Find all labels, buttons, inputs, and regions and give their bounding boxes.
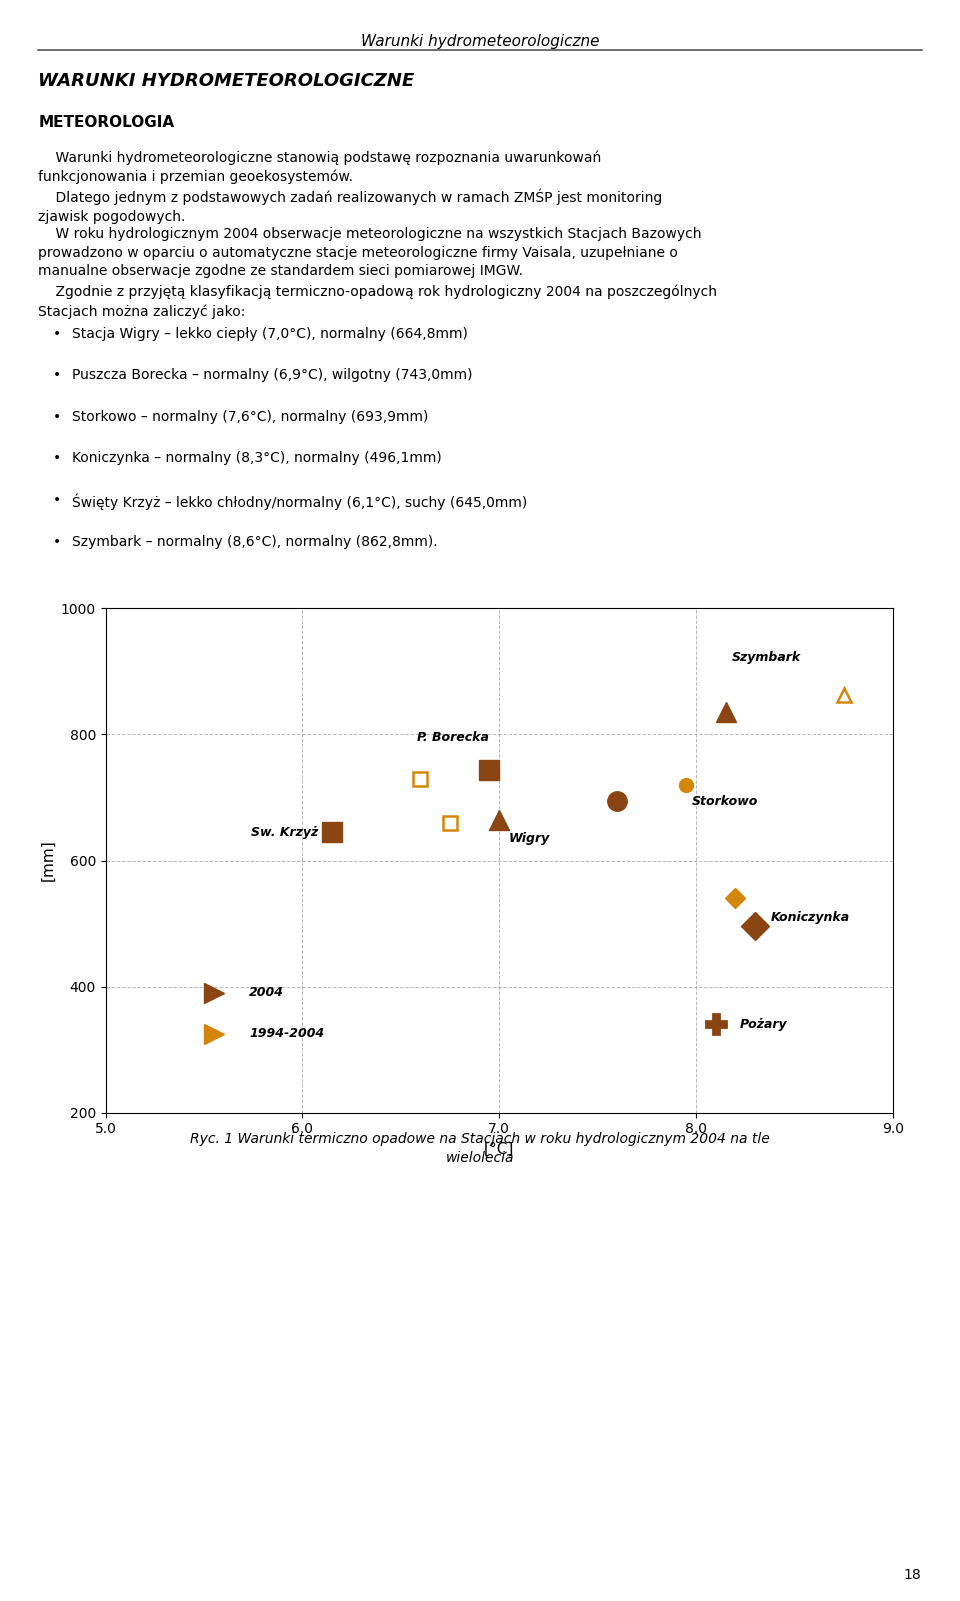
- Text: Ryc. 1 Warunki termiczno opadowe na Stacjach w roku hydrologicznym 2004 na tle
w: Ryc. 1 Warunki termiczno opadowe na Stac…: [190, 1132, 770, 1166]
- Text: Szymbark: Szymbark: [732, 652, 801, 664]
- Text: Warunki hydrometeorologiczne stanowią podstawę rozpoznania uwarunkowań
funkcjono: Warunki hydrometeorologiczne stanowią po…: [38, 150, 602, 184]
- Text: W roku hydrologicznym 2004 obserwacje meteorologiczne na wszystkich Stacjach Baz: W roku hydrologicznym 2004 obserwacje me…: [38, 227, 702, 279]
- Text: Storkowo: Storkowo: [692, 796, 758, 809]
- Text: Sw. Krzyż: Sw. Krzyż: [251, 826, 318, 839]
- Text: Warunki hydrometeorologiczne: Warunki hydrometeorologiczne: [361, 34, 599, 50]
- Text: Zgodnie z przyjętą klasyfikacją termiczno-opadową rok hydrologiczny 2004 na posz: Zgodnie z przyjętą klasyfikacją termiczn…: [38, 285, 717, 319]
- Text: Szymbark – normalny (8,6°C), normalny (862,8mm).: Szymbark – normalny (8,6°C), normalny (8…: [72, 535, 438, 549]
- Text: 1994-2004: 1994-2004: [250, 1028, 324, 1041]
- Text: •: •: [53, 535, 61, 549]
- Text: 18: 18: [904, 1567, 922, 1582]
- Text: METEOROLOGIA: METEOROLOGIA: [38, 115, 175, 130]
- Text: Koniczynka: Koniczynka: [771, 911, 850, 924]
- Text: Pożary: Pożary: [739, 1018, 787, 1031]
- X-axis label: [°C]: [°C]: [484, 1142, 515, 1158]
- Text: •: •: [53, 327, 61, 341]
- Text: Wigry: Wigry: [509, 833, 550, 845]
- Text: Storkowo – normalny (7,6°C), normalny (693,9mm): Storkowo – normalny (7,6°C), normalny (6…: [72, 410, 428, 424]
- Text: Dlatego jednym z podstawowych zadań realizowanych w ramach ZMŚP jest monitoring
: Dlatego jednym z podstawowych zadań real…: [38, 189, 662, 224]
- Text: Puszcza Borecka – normalny (6,9°C), wilgotny (743,0mm): Puszcza Borecka – normalny (6,9°C), wilg…: [72, 368, 472, 383]
- Text: P. Borecka: P. Borecka: [417, 732, 489, 744]
- Text: Stacja Wigry – lekko ciepły (7,0°C), normalny (664,8mm): Stacja Wigry – lekko ciepły (7,0°C), nor…: [72, 327, 468, 341]
- Text: Koniczynka – normalny (8,3°C), normalny (496,1mm): Koniczynka – normalny (8,3°C), normalny …: [72, 451, 442, 466]
- Text: •: •: [53, 451, 61, 466]
- Text: 2004: 2004: [250, 986, 284, 999]
- Text: Święty Krzyż – lekko chłodny/normalny (6,1°C), suchy (645,0mm): Święty Krzyż – lekko chłodny/normalny (6…: [72, 493, 527, 509]
- Text: WARUNKI HYDROMETEOROLOGICZNE: WARUNKI HYDROMETEOROLOGICZNE: [38, 72, 415, 90]
- Text: •: •: [53, 368, 61, 383]
- Y-axis label: [mm]: [mm]: [40, 839, 55, 882]
- Text: •: •: [53, 410, 61, 424]
- Text: •: •: [53, 493, 61, 508]
